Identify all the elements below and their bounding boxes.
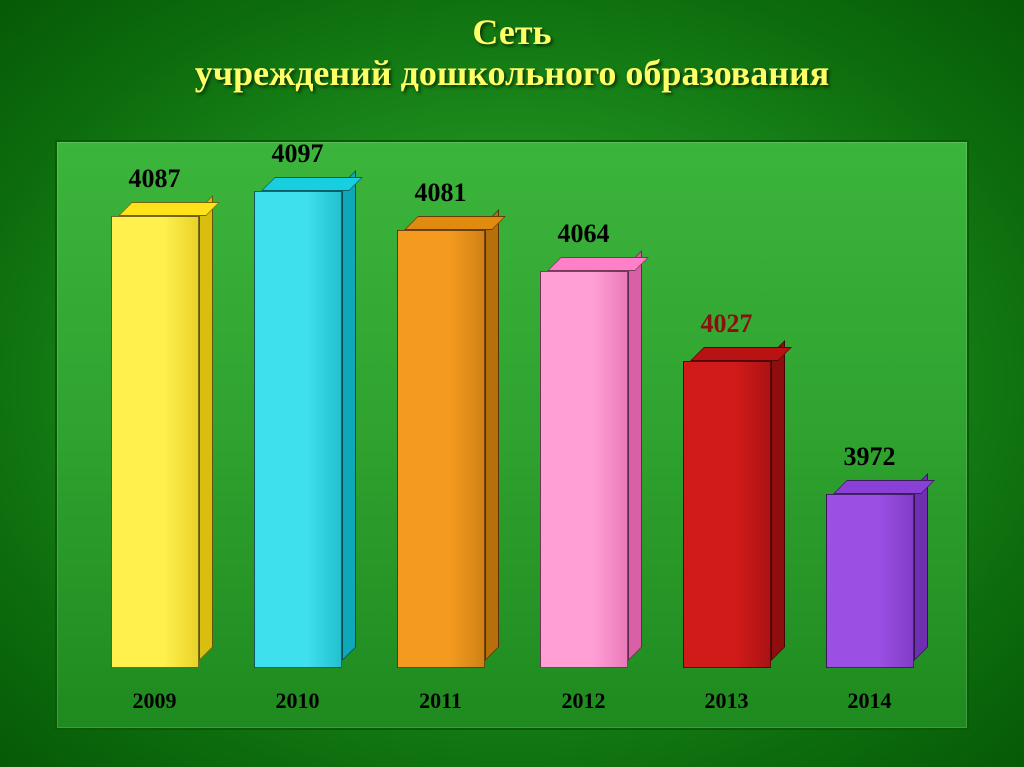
bar-side-face [342, 170, 356, 661]
bar-top-face [404, 216, 506, 230]
bar-slot: 4081 [369, 164, 512, 668]
x-axis-label: 2009 [83, 688, 226, 714]
bar-value-label: 4027 [657, 309, 797, 339]
bar-slot: 3972 [798, 164, 941, 668]
bar: 3972 [826, 494, 914, 668]
x-axis-label: 2012 [512, 688, 655, 714]
x-axis-label: 2011 [369, 688, 512, 714]
x-axis-label: 2013 [655, 688, 798, 714]
bar-top-face [833, 480, 935, 494]
bar-side-face [771, 340, 785, 661]
bar: 4027 [683, 361, 771, 668]
x-axis-label: 2014 [798, 688, 941, 714]
slide: Сеть учреждений дошкольного образования … [0, 0, 1024, 767]
bar-front-face [254, 191, 342, 668]
bar-front-face [111, 216, 199, 668]
title-line-2: учреждений дошкольного образования [0, 53, 1024, 94]
bar-value-label: 3972 [800, 442, 940, 472]
bar-top-face [547, 257, 649, 271]
bar-slot: 4027 [655, 164, 798, 668]
bar-top-face [118, 202, 220, 216]
x-axis-label: 2010 [226, 688, 369, 714]
bar-top-face [261, 177, 363, 191]
bar-side-face [628, 250, 642, 661]
bar: 4087 [111, 216, 199, 668]
bar-value-label: 4097 [228, 139, 368, 169]
bar: 4064 [540, 271, 628, 668]
chart-plot-area: 408740974081406440273972 [77, 164, 947, 668]
bar-slot: 4087 [83, 164, 226, 668]
bar-side-face [199, 195, 213, 661]
bar-front-face [826, 494, 914, 668]
chart-baseline [77, 666, 947, 668]
bar: 4097 [254, 191, 342, 668]
bar-side-face [914, 473, 928, 661]
bars-container: 408740974081406440273972 [77, 164, 947, 668]
bar-side-face [485, 209, 499, 661]
bar-slot: 4064 [512, 164, 655, 668]
bar-slot: 4097 [226, 164, 369, 668]
bar-top-face [690, 347, 792, 361]
slide-title: Сеть учреждений дошкольного образования [0, 12, 1024, 95]
bar-front-face [540, 271, 628, 668]
bar-front-face [683, 361, 771, 668]
bar-value-label: 4081 [371, 178, 511, 208]
bar-value-label: 4087 [85, 164, 225, 194]
title-line-1: Сеть [0, 12, 1024, 53]
bar-value-label: 4064 [514, 219, 654, 249]
bar-front-face [397, 230, 485, 668]
x-axis-labels: 200920102011201220132014 [77, 688, 947, 714]
bar: 4081 [397, 230, 485, 668]
chart-frame: 408740974081406440273972 200920102011201… [55, 140, 969, 730]
